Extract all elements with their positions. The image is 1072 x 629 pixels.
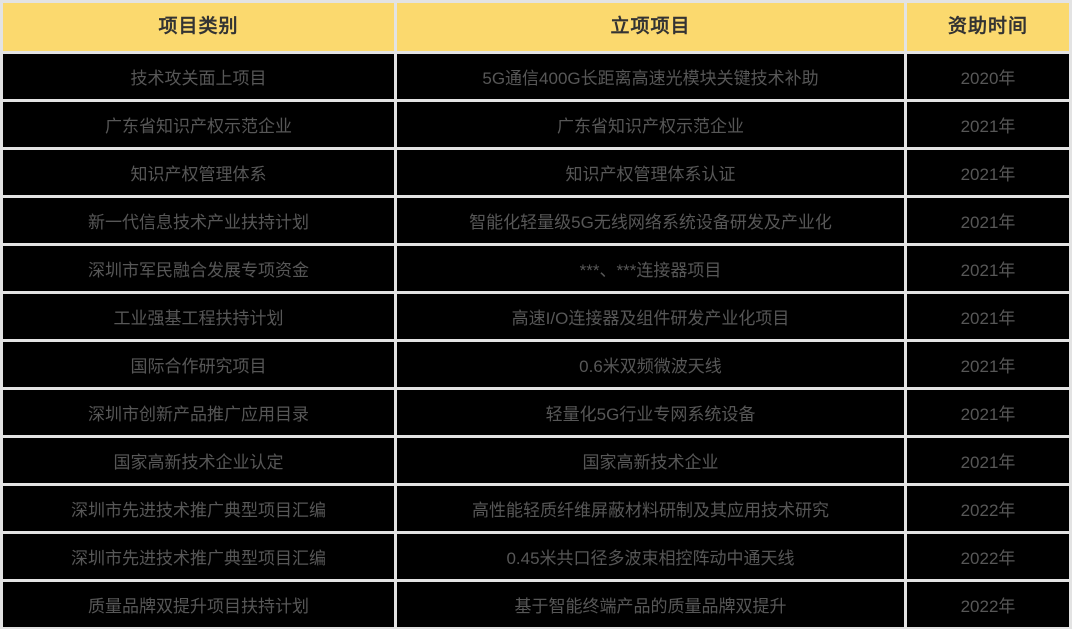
table-row: 工业强基工程扶持计划 高速I/O连接器及组件研发产业化项目 2021年 — [0, 294, 1072, 342]
cell-category: 国际合作研究项目 — [0, 342, 397, 390]
cell-project: 5G通信400G长距离高速光模块关键技术补助 — [397, 54, 907, 102]
column-header-year: 资助时间 — [907, 0, 1072, 54]
cell-category: 知识产权管理体系 — [0, 150, 397, 198]
cell-project: 0.45米共口径多波束相控阵动中通天线 — [397, 534, 907, 582]
cell-project: 知识产权管理体系认证 — [397, 150, 907, 198]
cell-category: 深圳市军民融合发展专项资金 — [0, 246, 397, 294]
header-row: 项目类别 立项项目 资助时间 — [0, 0, 1072, 54]
cell-project: 轻量化5G行业专网系统设备 — [397, 390, 907, 438]
cell-category: 技术攻关面上项目 — [0, 54, 397, 102]
cell-year: 2021年 — [907, 342, 1072, 390]
cell-category: 深圳市先进技术推广典型项目汇编 — [0, 534, 397, 582]
table-row: 质量品牌双提升项目扶持计划 基于智能终端产品的质量品牌双提升 2022年 — [0, 582, 1072, 629]
column-header-project: 立项项目 — [397, 0, 907, 54]
cell-year: 2022年 — [907, 534, 1072, 582]
cell-project: 智能化轻量级5G无线网络系统设备研发及产业化 — [397, 198, 907, 246]
cell-project: 高性能轻质纤维屏蔽材料研制及其应用技术研究 — [397, 486, 907, 534]
cell-category: 国家高新技术企业认定 — [0, 438, 397, 486]
table-row: 广东省知识产权示范企业 广东省知识产权示范企业 2021年 — [0, 102, 1072, 150]
cell-category: 广东省知识产权示范企业 — [0, 102, 397, 150]
table-row: 国际合作研究项目 0.6米双频微波天线 2021年 — [0, 342, 1072, 390]
table-row: 知识产权管理体系 知识产权管理体系认证 2021年 — [0, 150, 1072, 198]
table-body: 技术攻关面上项目 5G通信400G长距离高速光模块关键技术补助 2020年 广东省知识… — [0, 54, 1072, 629]
cell-year: 2022年 — [907, 582, 1072, 629]
cell-year: 2021年 — [907, 438, 1072, 486]
cell-year: 2021年 — [907, 102, 1072, 150]
cell-year: 2020年 — [907, 54, 1072, 102]
table-row: 技术攻关面上项目 5G通信400G长距离高速光模块关键技术补助 2020年 — [0, 54, 1072, 102]
cell-year: 2021年 — [907, 390, 1072, 438]
cell-year: 2021年 — [907, 246, 1072, 294]
table-row: 新一代信息技术产业扶持计划 智能化轻量级5G无线网络系统设备研发及产业化 2021年 — [0, 198, 1072, 246]
table-header: 项目类别 立项项目 资助时间 — [0, 0, 1072, 54]
cell-category: 深圳市创新产品推广应用目录 — [0, 390, 397, 438]
cell-category: 质量品牌双提升项目扶持计划 — [0, 582, 397, 629]
cell-project: 基于智能终端产品的质量品牌双提升 — [397, 582, 907, 629]
table-row: 深圳市先进技术推广典型项目汇编 高性能轻质纤维屏蔽材料研制及其应用技术研究 2022… — [0, 486, 1072, 534]
column-header-category: 项目类别 — [0, 0, 397, 54]
cell-year: 2021年 — [907, 294, 1072, 342]
table-row: 深圳市军民融合发展专项资金 ***、***连接器项目 2021年 — [0, 246, 1072, 294]
cell-year: 2021年 — [907, 150, 1072, 198]
cell-project: 0.6米双频微波天线 — [397, 342, 907, 390]
cell-category: 工业强基工程扶持计划 — [0, 294, 397, 342]
cell-category: 深圳市先进技术推广典型项目汇编 — [0, 486, 397, 534]
cell-project: 国家高新技术企业 — [397, 438, 907, 486]
cell-project: ***、***连接器项目 — [397, 246, 907, 294]
cell-category: 新一代信息技术产业扶持计划 — [0, 198, 397, 246]
cell-year: 2021年 — [907, 198, 1072, 246]
table-row: 国家高新技术企业认定 国家高新技术企业 2021年 — [0, 438, 1072, 486]
cell-year: 2022年 — [907, 486, 1072, 534]
table-row: 深圳市先进技术推广典型项目汇编 0.45米共口径多波束相控阵动中通天线 2022年 — [0, 534, 1072, 582]
cell-project: 高速I/O连接器及组件研发产业化项目 — [397, 294, 907, 342]
table-row: 深圳市创新产品推广应用目录 轻量化5G行业专网系统设备 2021年 — [0, 390, 1072, 438]
cell-project: 广东省知识产权示范企业 — [397, 102, 907, 150]
